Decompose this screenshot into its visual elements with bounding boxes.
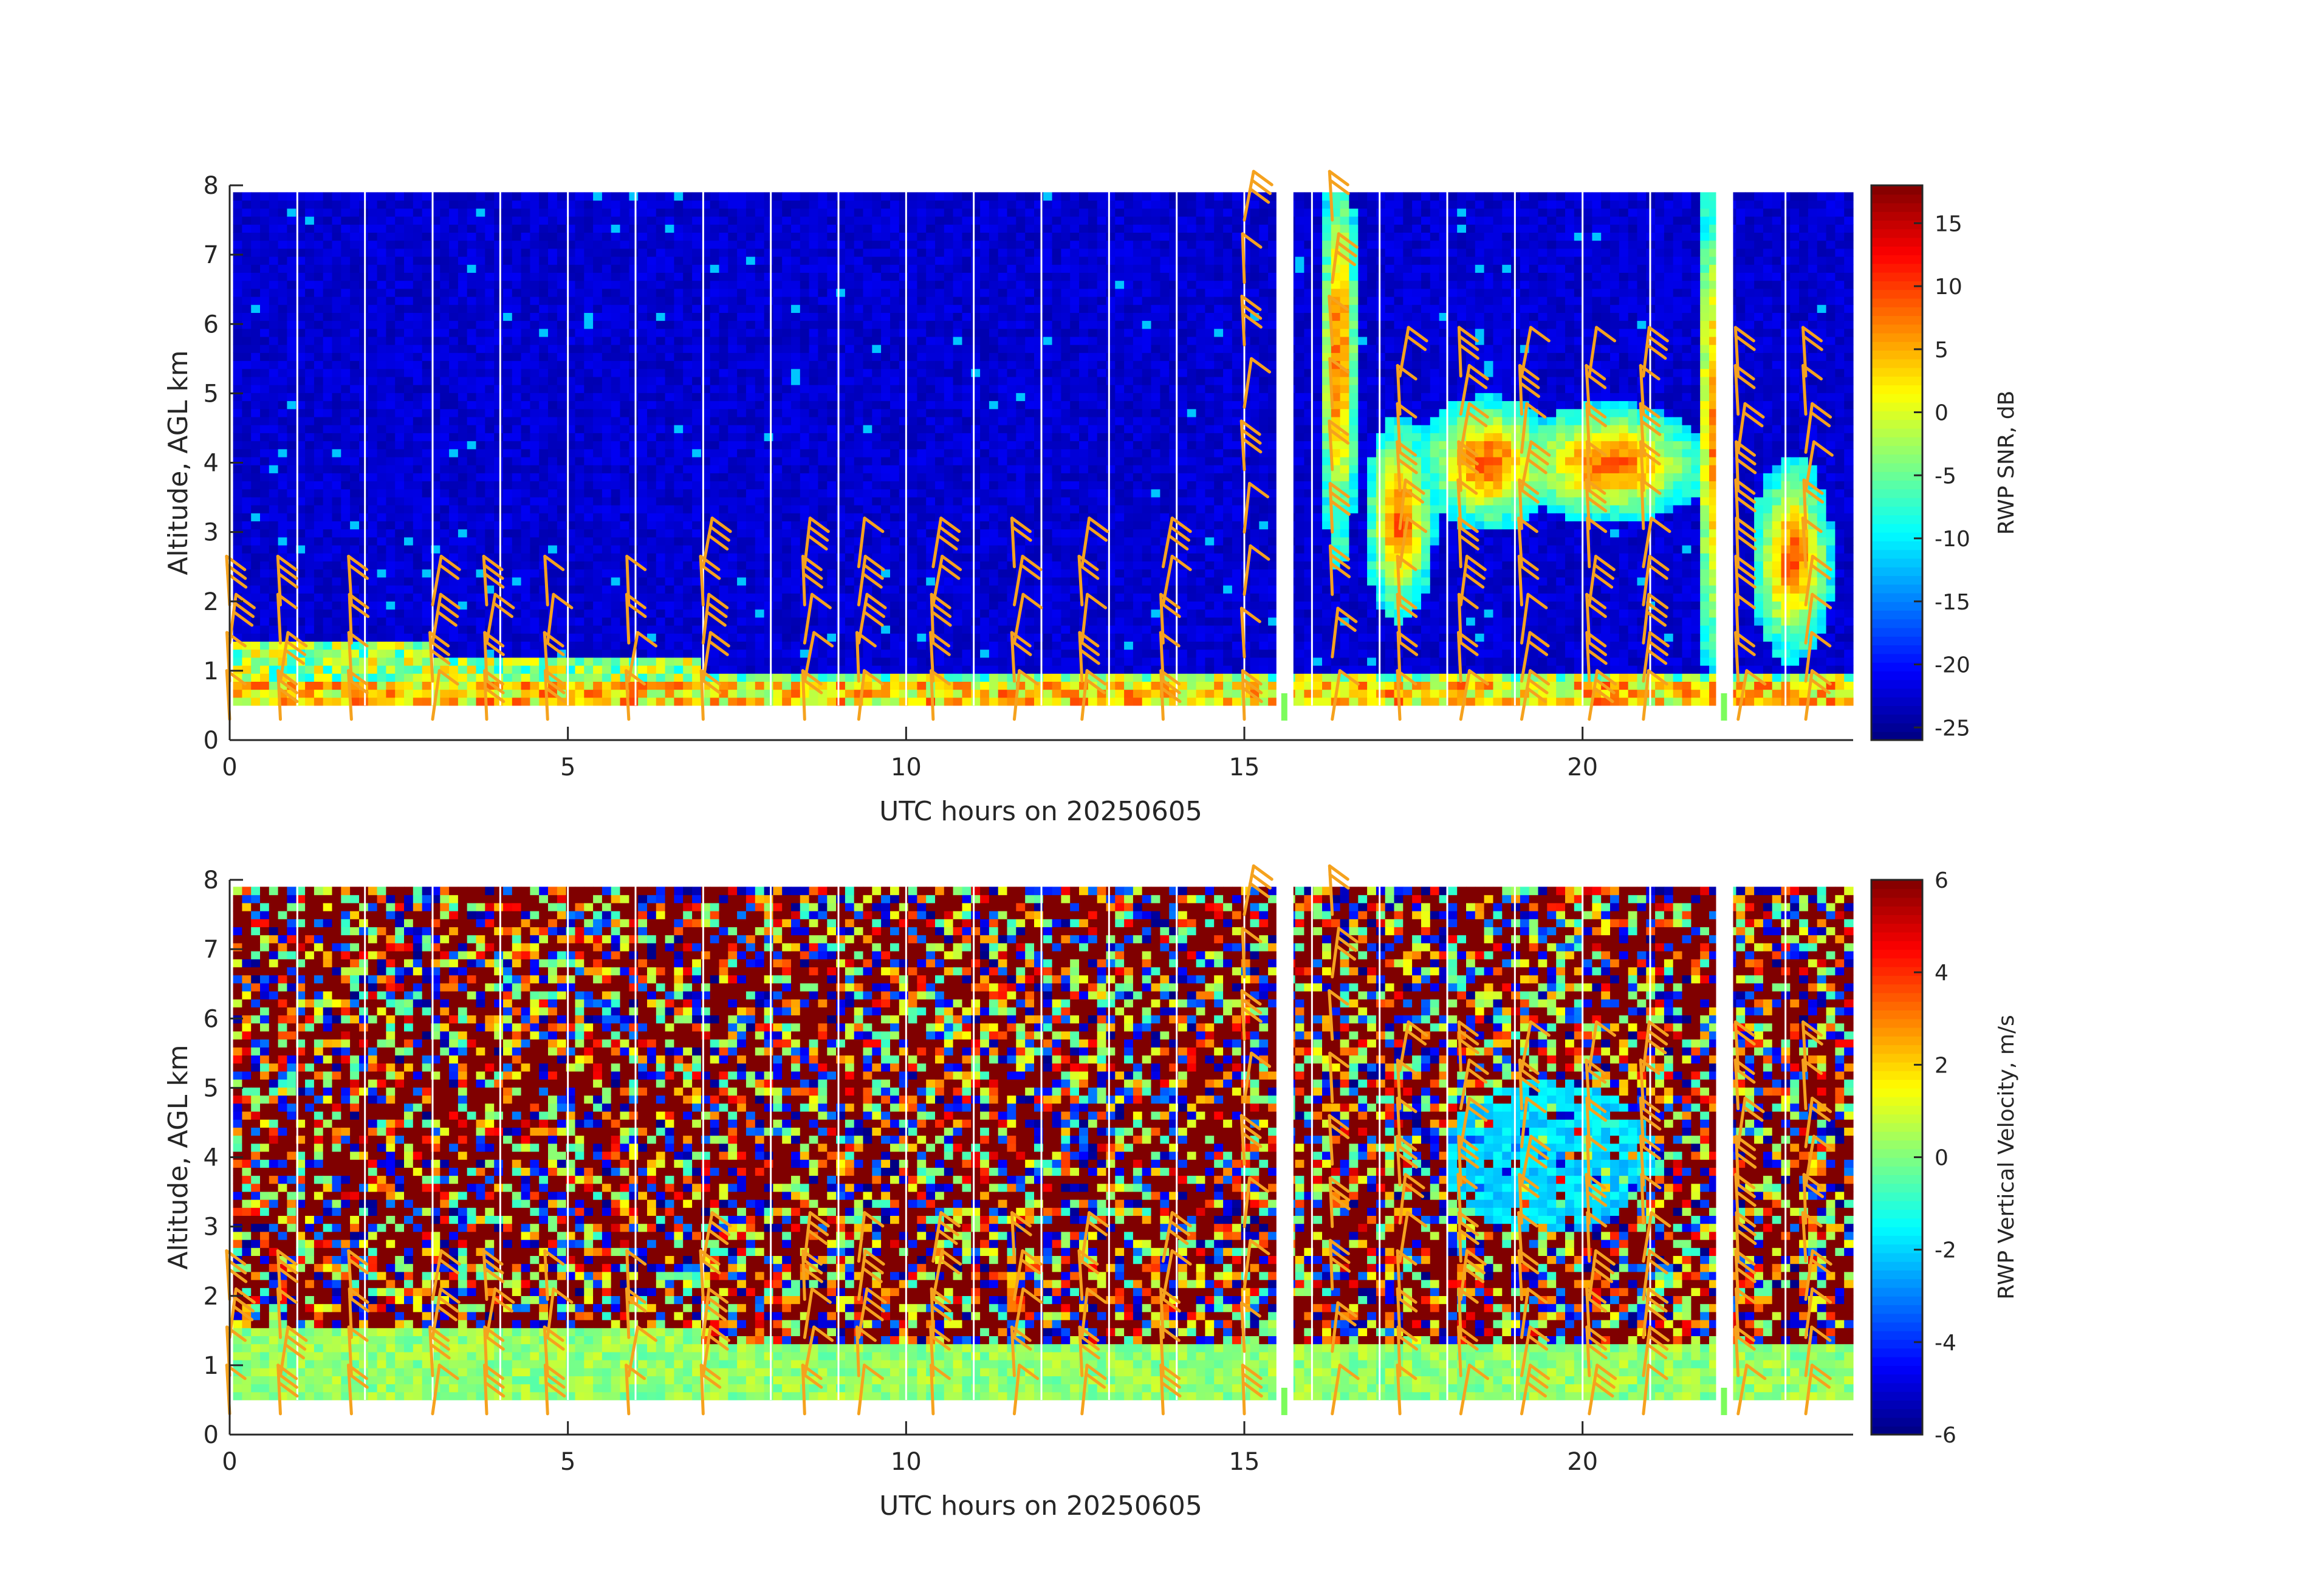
y-tick-label: 0	[204, 1421, 219, 1449]
colorbar-tick-label: -20	[1935, 653, 1970, 678]
wind-barbs-2	[225, 864, 1834, 1416]
x-tick-label: 10	[891, 753, 922, 781]
y-tick-label: 6	[204, 310, 219, 338]
y-tick-label: 6	[204, 1005, 219, 1033]
x-tick-label: 20	[1567, 753, 1598, 781]
gap-edge	[1281, 693, 1287, 721]
y-tick-label: 3	[204, 519, 219, 547]
heatmap-2	[233, 887, 1854, 1401]
y-tick-label: 1	[204, 657, 219, 685]
y-tick-label: 5	[204, 1074, 219, 1102]
data-gap	[1276, 185, 1294, 730]
colorbar-tick-label: 0	[1935, 1146, 1949, 1171]
x-tick-label: 0	[222, 1448, 237, 1476]
y-tick-label: 1	[204, 1352, 219, 1380]
colorbar-tick-label: -10	[1935, 527, 1970, 552]
y-axis-label: Altitude, AGL km	[163, 1044, 194, 1269]
heatmap-1	[233, 192, 1854, 706]
y-tick-label: 5	[204, 380, 219, 408]
colorbar-tick-label: -6	[1935, 1423, 1956, 1448]
data-gap	[1276, 880, 1294, 1424]
colorbar-1: -25 -20 -15 -10 -5 0 5 10 15 RWP SNR, dB	[1870, 184, 2019, 741]
x-tick-label: 5	[560, 753, 575, 781]
colorbar-tick-label: -4	[1935, 1331, 1956, 1356]
y-tick-label: 4	[204, 450, 219, 478]
y-tick-label: 8	[204, 172, 219, 200]
colorbar-tick-label: 4	[1935, 961, 1949, 986]
x-tick-label: 5	[560, 1448, 575, 1476]
panel-1: 0 5 10 15 20 0 1 2 3 4 5 6 7 8 UTC hours on 20250605 Al…	[163, 170, 2019, 827]
x-axis-label: UTC hours on 20250605	[879, 796, 1202, 827]
colorbar-tick-label: -5	[1935, 464, 1956, 489]
y-tick-label: 2	[204, 588, 219, 616]
y-tick-label: 4	[204, 1144, 219, 1172]
x-tick-label: 15	[1229, 1448, 1260, 1476]
colorbar-tick-label: 6	[1935, 868, 1949, 893]
colorbar-tick-label: -15	[1935, 590, 1970, 615]
y-axis-label: Altitude, AGL km	[163, 350, 194, 575]
colorbar-tick-label: 5	[1935, 338, 1949, 363]
wind-barbs-1	[225, 170, 1834, 721]
data-gap	[1716, 185, 1733, 730]
colorbar-2: -6 -4 -2 0 2 4 6 RWP Vertical Velocity, m/s	[1870, 868, 2019, 1448]
x-axis-label: UTC hours on 20250605	[879, 1490, 1202, 1521]
y-tick-label: 8	[204, 866, 219, 894]
data-gap	[1716, 880, 1733, 1424]
y-tick-label: 2	[204, 1283, 219, 1311]
colorbar-tick-label: 15	[1935, 211, 1962, 236]
colorbar-tick-label: 2	[1935, 1053, 1949, 1078]
y-tick-label: 3	[204, 1213, 219, 1241]
gap-edge	[1281, 1387, 1287, 1415]
gap-edge	[1721, 1387, 1727, 1415]
x-tick-label: 15	[1229, 753, 1260, 781]
colorbar-tick-label: -25	[1935, 716, 1970, 741]
colorbar-tick-label: -2	[1935, 1238, 1956, 1263]
gap-edge	[1721, 693, 1727, 721]
colorbar-label: RWP SNR, dB	[1994, 391, 2019, 535]
colorbar-tick-label: 0	[1935, 401, 1949, 426]
x-tick-label: 10	[891, 1448, 922, 1476]
colorbar-tick-label: 10	[1935, 275, 1962, 300]
x-tick-label: 0	[222, 753, 237, 781]
y-tick-label: 7	[204, 936, 219, 964]
x-tick-label: 20	[1567, 1448, 1598, 1476]
y-tick-label: 7	[204, 241, 219, 269]
colorbar-label: RWP Vertical Velocity, m/s	[1994, 1015, 2019, 1300]
y-tick-label: 0	[204, 727, 219, 755]
